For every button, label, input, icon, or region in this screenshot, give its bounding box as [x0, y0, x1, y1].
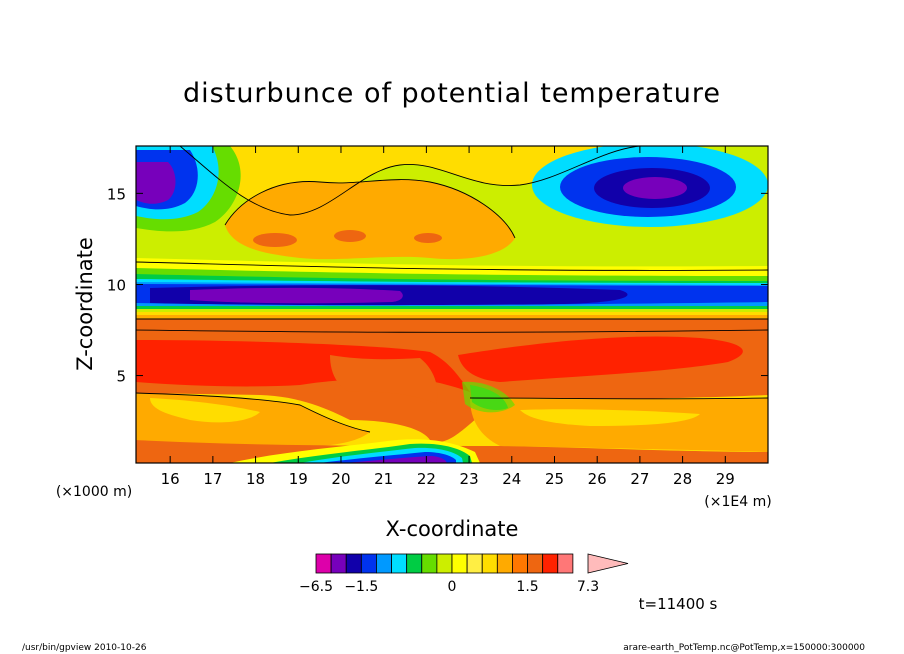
contour-line — [136, 392, 371, 433]
upper-left-core-purple — [136, 162, 176, 204]
x-tick-label: 27 — [630, 470, 649, 488]
footer-left: /usr/bin/gpview 2010-10-26 — [22, 643, 147, 653]
colorbar-cell — [315, 553, 332, 574]
x-axis-label: X-coordinate — [386, 517, 519, 541]
upper-fields — [136, 146, 768, 277]
x-tick-label: 29 — [716, 470, 735, 488]
colorbar-cell — [512, 553, 528, 574]
colorbar-cell — [557, 553, 574, 574]
x-tick-group: 16 17 18 19 20 21 22 23 24 25 26 27 28 29 — [161, 146, 735, 488]
plot-area — [136, 146, 768, 463]
colorbar-label: −1.5 — [344, 579, 378, 595]
y-tick-label: 10 — [107, 276, 126, 294]
colorbar-cell — [391, 553, 408, 574]
tropopause-bands — [136, 258, 768, 320]
lower-yellow-right — [520, 409, 700, 426]
lower-fields — [136, 319, 768, 463]
band-below-lime — [136, 309, 768, 312]
colorbar-cells — [315, 553, 629, 574]
x-tick-label: 21 — [374, 470, 393, 488]
upper-warm-cell-3 — [414, 233, 442, 243]
upper-orange-region — [225, 179, 515, 260]
x-tick-label: 20 — [331, 470, 350, 488]
colorbar-cell — [436, 553, 453, 574]
colorbar-label: 0 — [448, 579, 457, 595]
contour-line — [469, 397, 768, 400]
band-purple-core — [190, 287, 403, 304]
colorbar-cell — [466, 553, 483, 574]
footer-right: arare-earth_PotTemp.nc@PotTemp,x=150000:… — [623, 643, 865, 653]
upper-warm-cell-2 — [334, 230, 366, 242]
y-axis: 5 10 15 (×1000 m) Z-coordinate — [56, 185, 768, 500]
y-tick-label: 15 — [107, 185, 126, 203]
y-tick-label: 5 — [116, 368, 126, 386]
x-tick-label: 19 — [289, 470, 308, 488]
x-tick-label: 24 — [502, 470, 521, 488]
colorbar-cell — [345, 553, 362, 574]
x-tick-label: 28 — [673, 470, 692, 488]
x-tick-label: 18 — [246, 470, 265, 488]
colorbar-cell — [376, 553, 392, 574]
colorbar-cell — [542, 553, 559, 574]
colorbar-cell — [421, 553, 438, 574]
colorbar-label: 1.5 — [516, 579, 538, 595]
time-label: t=11400 s — [639, 595, 718, 613]
upper-warm-cell-1 — [253, 233, 297, 247]
x-tick-label: 22 — [417, 470, 436, 488]
contour-lines — [136, 146, 768, 433]
colorbar-cell — [481, 553, 498, 574]
x-tick-label: 25 — [545, 470, 564, 488]
plot-frame — [135, 145, 769, 464]
y-axis-label: Z-coordinate — [73, 237, 97, 371]
chart-title: disturbunce of potential temperature — [183, 78, 721, 109]
colorbar-arrow — [587, 553, 629, 574]
contour-line — [179, 146, 641, 216]
lower-red-right — [458, 336, 743, 382]
colorbar-cell — [360, 553, 377, 574]
colorbar-labels: −6.5 −1.5 0 1.5 7.3 — [299, 579, 599, 595]
contour-line — [224, 179, 516, 239]
colorbar-label: 7.3 — [577, 579, 599, 595]
colorbar-cell — [406, 553, 423, 574]
colorbar-cell — [496, 553, 513, 574]
pool-purple — [345, 456, 447, 463]
lower-yellow-patches — [150, 398, 260, 423]
band-below-amber — [136, 315, 768, 319]
x-axis: 16 17 18 19 20 21 22 23 24 25 26 27 28 29 (×1E4 m) X-… — [161, 146, 772, 541]
lower-red-left — [136, 340, 470, 392]
colorbar-cell — [451, 553, 468, 574]
colorbar: −6.5 −1.5 0 1.5 7.3 — [299, 553, 629, 595]
band-below-green — [136, 306, 768, 309]
contour-line — [136, 261, 768, 271]
y-tick-group: 5 10 15 — [107, 185, 768, 386]
x-tick-label: 26 — [588, 470, 607, 488]
contour-line — [136, 329, 768, 333]
green-plume-lime — [462, 381, 515, 413]
colorbar-cell — [527, 553, 544, 574]
upper-right-core-purple — [623, 177, 687, 199]
mid-orange-notch — [330, 355, 438, 404]
x-tick-label: 17 — [203, 470, 222, 488]
y-unit-label: (×1000 m) — [56, 484, 132, 500]
x-tick-label: 16 — [161, 470, 180, 488]
x-tick-label: 23 — [460, 470, 479, 488]
colorbar-cell — [330, 553, 347, 574]
x-unit-label: (×1E4 m) — [704, 494, 771, 510]
band-below-yellow — [136, 312, 768, 315]
colorbar-label: −6.5 — [299, 579, 333, 595]
